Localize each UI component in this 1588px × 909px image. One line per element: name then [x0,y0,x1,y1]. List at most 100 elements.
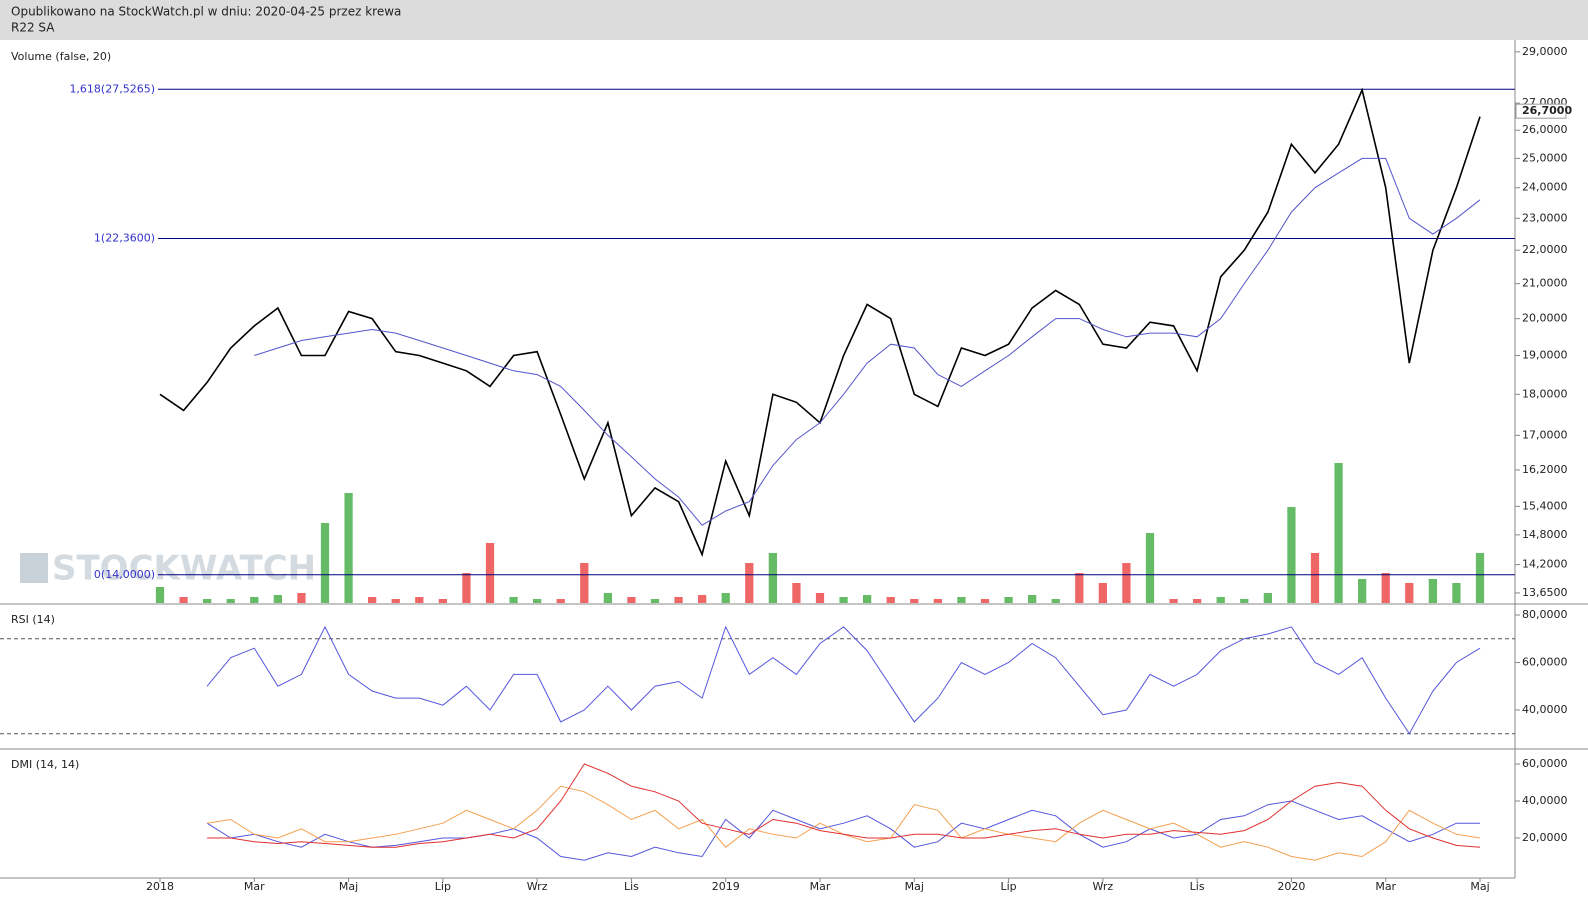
x-tick-label: Lip [1000,880,1016,893]
volume-bar [721,593,730,603]
volume-bar [344,493,353,603]
y-tick-label: 60,0000 [1522,655,1568,668]
volume-bar [698,595,707,603]
volume-bar [627,597,636,603]
volume-bar [533,599,542,603]
series-line [254,157,1481,526]
y-tick-label: 25,0000 [1522,151,1568,164]
y-tick-label: 14,2000 [1522,558,1568,571]
volume-bar [556,599,565,603]
volume-bar [250,597,259,603]
volume-bar [1051,599,1060,603]
y-tick-label: 21,0000 [1522,277,1568,290]
watermark-icon [20,553,48,583]
fib-label: 1(22,3600) [94,232,155,245]
volume-bar [863,595,872,603]
volume-bar [509,597,518,603]
volume-bar [1263,593,1272,603]
x-tick-label: Mar [1375,880,1396,893]
x-tick-label: Lis [624,880,639,893]
y-tick-label: 20,0000 [1522,831,1568,844]
volume-bar [1428,579,1437,603]
volume-bar [368,597,377,603]
y-tick-label: 18,0000 [1522,387,1568,400]
volume-bar [1310,553,1320,603]
x-tick-label: Mar [810,880,831,893]
volume-bar [650,599,660,603]
volume-bar [933,599,942,603]
y-tick-label: 15,4000 [1522,499,1568,512]
volume-bar [1334,463,1343,603]
volume-bar [1287,507,1296,603]
y-tick-label: 16,2000 [1522,463,1568,476]
volume-bar [438,599,447,603]
volume-bar [957,597,966,603]
volume-bar [391,599,400,603]
volume-bar [155,587,165,603]
volume-bar [886,597,895,603]
volume-bar [1028,595,1037,603]
volume-bar [1452,583,1461,603]
y-tick-label: 26,0000 [1522,123,1568,136]
x-tick-label: Lis [1190,880,1205,893]
volume-bar [1145,533,1155,603]
volume-bar [980,599,990,603]
x-tick-label: 2020 [1277,880,1305,893]
volume-bar [1405,583,1414,603]
volume-bar [1240,599,1249,603]
fib-label: 0(14,0000) [94,568,155,581]
panel-title: Volume (false, 20) [11,50,111,63]
volume-bar [910,599,919,603]
volume-bar [462,573,471,603]
volume-bar [297,593,306,603]
published-note: Opublikowano na StockWatch.pl w dniu: 20… [11,5,401,19]
last-price-box [1515,103,1567,119]
x-tick-label: Maj [339,880,358,893]
y-tick-label: 20,0000 [1522,312,1568,325]
x-tick-label: Wrz [527,880,548,893]
volume-bar [320,523,330,603]
volume-bar [226,599,235,603]
y-tick-label: 40,0000 [1522,703,1568,716]
series-line [207,763,1481,848]
volume-bar [792,583,801,603]
volume-bar [415,597,424,603]
volume-bar [1075,573,1084,603]
volume-bar [839,597,848,603]
series-line [206,625,1481,735]
volume-bar [1193,599,1202,603]
volume-bar [1122,563,1131,603]
y-tick-label: 29,0000 [1522,45,1568,58]
volume-bar [1098,583,1107,603]
y-tick-label: 80,0000 [1522,608,1568,621]
watermark: STOCKWATCH [52,549,316,589]
x-tick-label: Mar [244,880,265,893]
header-bar [0,0,1588,40]
panel-title: DMI (14, 14) [11,758,79,771]
volume-bar [1216,597,1225,603]
volume-bar [768,553,777,603]
last-price-label: 26,7000 [1522,104,1572,117]
volume-bar [1169,599,1178,603]
volume-bar [815,593,825,603]
volume-bar [745,563,754,603]
x-tick-label: Maj [1470,880,1489,893]
y-tick-label: 13,6500 [1522,586,1568,599]
series-line [159,87,1481,557]
volume-bar [603,593,612,603]
y-tick-label: 23,0000 [1522,211,1568,224]
volume-bar [1475,553,1485,603]
fib-label: 1,618(27,5265) [69,82,155,95]
ticker: R22 SA [11,21,55,35]
y-tick-label: 22,0000 [1522,243,1568,256]
volume-bar [485,543,495,603]
volume-bar [273,595,282,603]
volume-bar [203,599,212,603]
x-tick-label: 2018 [146,880,174,893]
volume-bar [1381,573,1390,603]
x-tick-label: 2019 [712,880,740,893]
x-tick-label: Lip [435,880,451,893]
y-tick-label: 24,0000 [1522,181,1568,194]
